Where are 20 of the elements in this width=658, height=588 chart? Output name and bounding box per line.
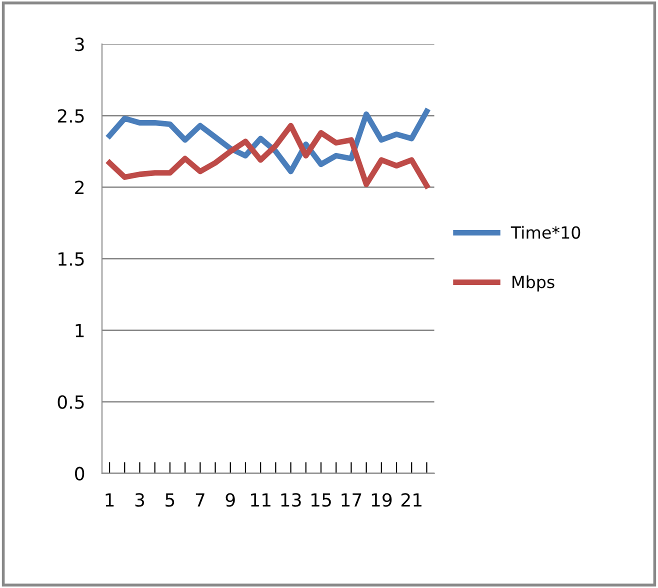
x-tick-label: 19	[372, 493, 392, 507]
legend-label: Time*10	[510, 226, 580, 239]
x-tick-label: 9	[226, 493, 235, 507]
x-tick-label: 17	[342, 493, 362, 507]
x-tick-label: 7	[196, 493, 204, 507]
y-tick-label: 2.5	[58, 109, 84, 123]
y-tick-label: 3	[75, 38, 84, 52]
y-tick-label: 0	[75, 466, 84, 480]
y-tick-label: 0.5	[58, 395, 84, 409]
x-tick-label: 13	[281, 493, 301, 507]
x-tick-label: 3	[135, 493, 144, 507]
x-tick-label: 1	[106, 493, 114, 507]
y-tick-label: 1	[76, 324, 84, 338]
x-tick-label: 5	[166, 493, 174, 507]
y-tick-label: 1.5	[58, 252, 84, 266]
x-tick-label: 11	[251, 493, 270, 507]
y-tick-label: 2	[75, 180, 84, 194]
x-tick-label: 21	[401, 493, 422, 507]
x-tick-label: 15	[311, 493, 331, 507]
legend-label: Mbps	[512, 275, 554, 292]
